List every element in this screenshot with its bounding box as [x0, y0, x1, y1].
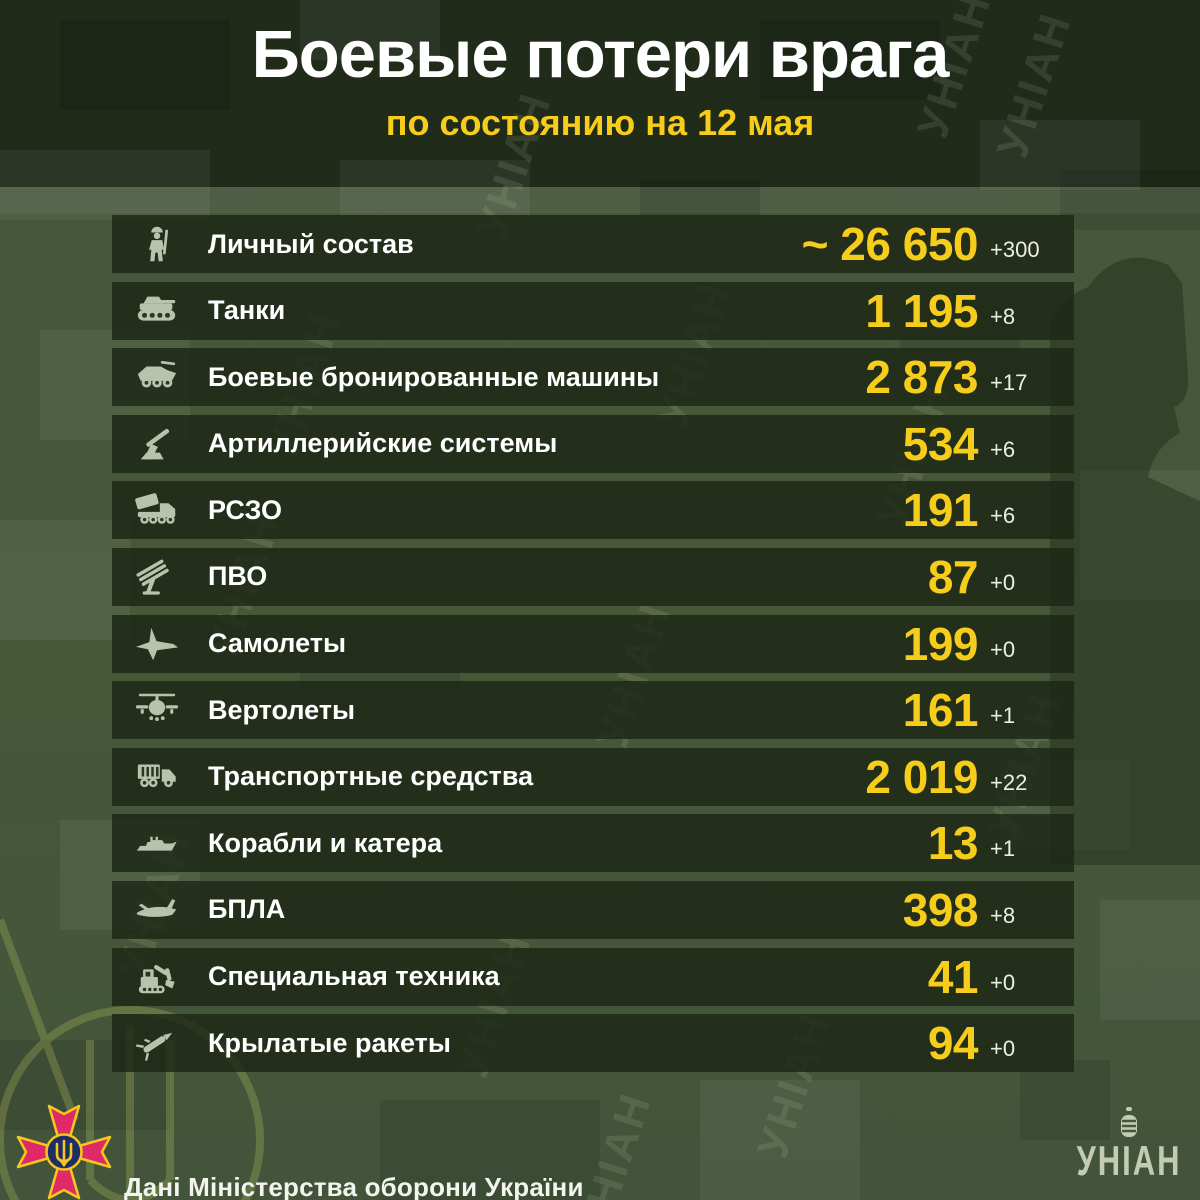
table-row: РСЗО 191 +6: [112, 481, 1074, 540]
apc-icon: [132, 352, 182, 402]
row-delta: +6: [990, 503, 1016, 529]
camo-patch: [0, 520, 130, 640]
row-value: 534: [902, 417, 979, 470]
row-delta: +6: [990, 436, 1016, 462]
artillery-icon: [132, 419, 182, 469]
row-delta: +0: [990, 569, 1016, 595]
row-label: Крылатые ракеты: [208, 1027, 451, 1058]
table-row: Артиллерийские системы 534 +6: [112, 414, 1074, 473]
table-row: БПЛА 398 +8: [112, 880, 1074, 939]
armed-forces-emblem: [16, 1104, 112, 1200]
row-value: 398: [902, 883, 979, 936]
camo-patch: [1080, 470, 1200, 600]
row-delta: +22: [990, 769, 1028, 795]
tank-icon: [132, 286, 182, 336]
row-value: 161: [902, 684, 979, 737]
camo-patch: [700, 1080, 860, 1200]
row-delta: +1: [990, 836, 1016, 862]
excavator-icon: [132, 952, 182, 1002]
row-value: 41: [927, 950, 979, 1003]
table-row: Крылатые ракеты 94 +0: [112, 1014, 1074, 1073]
page-subtitle: по состоянию на 12 мая: [385, 102, 815, 143]
row-delta: +300: [990, 237, 1040, 262]
page-title: Боевые потери врага: [251, 17, 950, 92]
row-label: Танки: [208, 295, 286, 326]
table-row: Вертолеты 161 +1: [112, 681, 1074, 740]
row-label: РСЗО: [208, 494, 283, 525]
header-stripe: [0, 187, 1200, 213]
row-label: Артиллерийские системы: [208, 428, 558, 459]
air-defense-icon: [132, 552, 182, 602]
row-value: ~ 26 650: [801, 218, 979, 270]
row-label: ПВО: [208, 561, 268, 592]
losses-table: Личный состав ~ 26 650 +300 Танки 1 195 +8 Бое…: [112, 215, 1074, 1081]
row-label: Самолеты: [208, 628, 347, 659]
table-row: ПВО 87 +0: [112, 547, 1074, 606]
row-delta: +0: [990, 1036, 1016, 1062]
row-label: Личный состав: [208, 228, 414, 259]
row-value: 2 019: [865, 750, 978, 803]
unian-logo: УНІАН: [1074, 1107, 1184, 1186]
header-band: [0, 0, 1200, 187]
row-delta: +0: [990, 636, 1016, 662]
truck-icon: [132, 752, 182, 802]
row-label: Боевые бронированные машины: [208, 361, 660, 392]
row-delta: +0: [990, 969, 1016, 995]
camo-patch: [1100, 900, 1200, 1020]
mlrs-icon: [132, 485, 182, 535]
table-row: Транспортные средства 2 019 +22: [112, 747, 1074, 806]
row-value: 2 873: [865, 351, 978, 404]
row-value: 191: [902, 484, 979, 537]
table-row: Личный состав ~ 26 650 +300: [112, 215, 1074, 273]
row-value: 1 195: [865, 284, 978, 337]
row-label: БПЛА: [208, 894, 286, 925]
table-row: Самолеты 199 +0: [112, 614, 1074, 673]
jet-icon: [132, 619, 182, 669]
microphone-icon: [1116, 1107, 1142, 1146]
helicopter-icon: [132, 685, 182, 735]
table-row: Боевые бронированные машины 2 873 +17: [112, 348, 1074, 407]
row-value: 87: [927, 550, 979, 603]
row-value: 13: [927, 817, 979, 870]
ship-icon: [132, 818, 182, 868]
missile-icon: [132, 1018, 182, 1068]
row-delta: +1: [990, 703, 1016, 729]
row-label: Специальная техника: [208, 961, 500, 992]
row-value: 199: [902, 617, 979, 670]
unian-wordmark: УНІАН: [1076, 1137, 1182, 1185]
row-delta: +8: [990, 902, 1016, 928]
soldier-icon: [132, 219, 182, 269]
row-label: Корабли и катера: [208, 827, 443, 858]
row-label: Вертолеты: [208, 694, 356, 725]
row-value: 94: [927, 1017, 979, 1070]
table-row: Танки 1 195 +8: [112, 281, 1074, 340]
data-source-caption: Дані Міністерства оборони України: [124, 1172, 584, 1200]
row-label: Транспортные средства: [208, 761, 534, 792]
row-delta: +17: [990, 370, 1028, 396]
drone-icon: [132, 885, 182, 935]
row-delta: +8: [990, 303, 1016, 329]
table-row: Специальная техника 41 +0: [112, 947, 1074, 1006]
table-row: Корабли и катера 13 +1: [112, 814, 1074, 873]
